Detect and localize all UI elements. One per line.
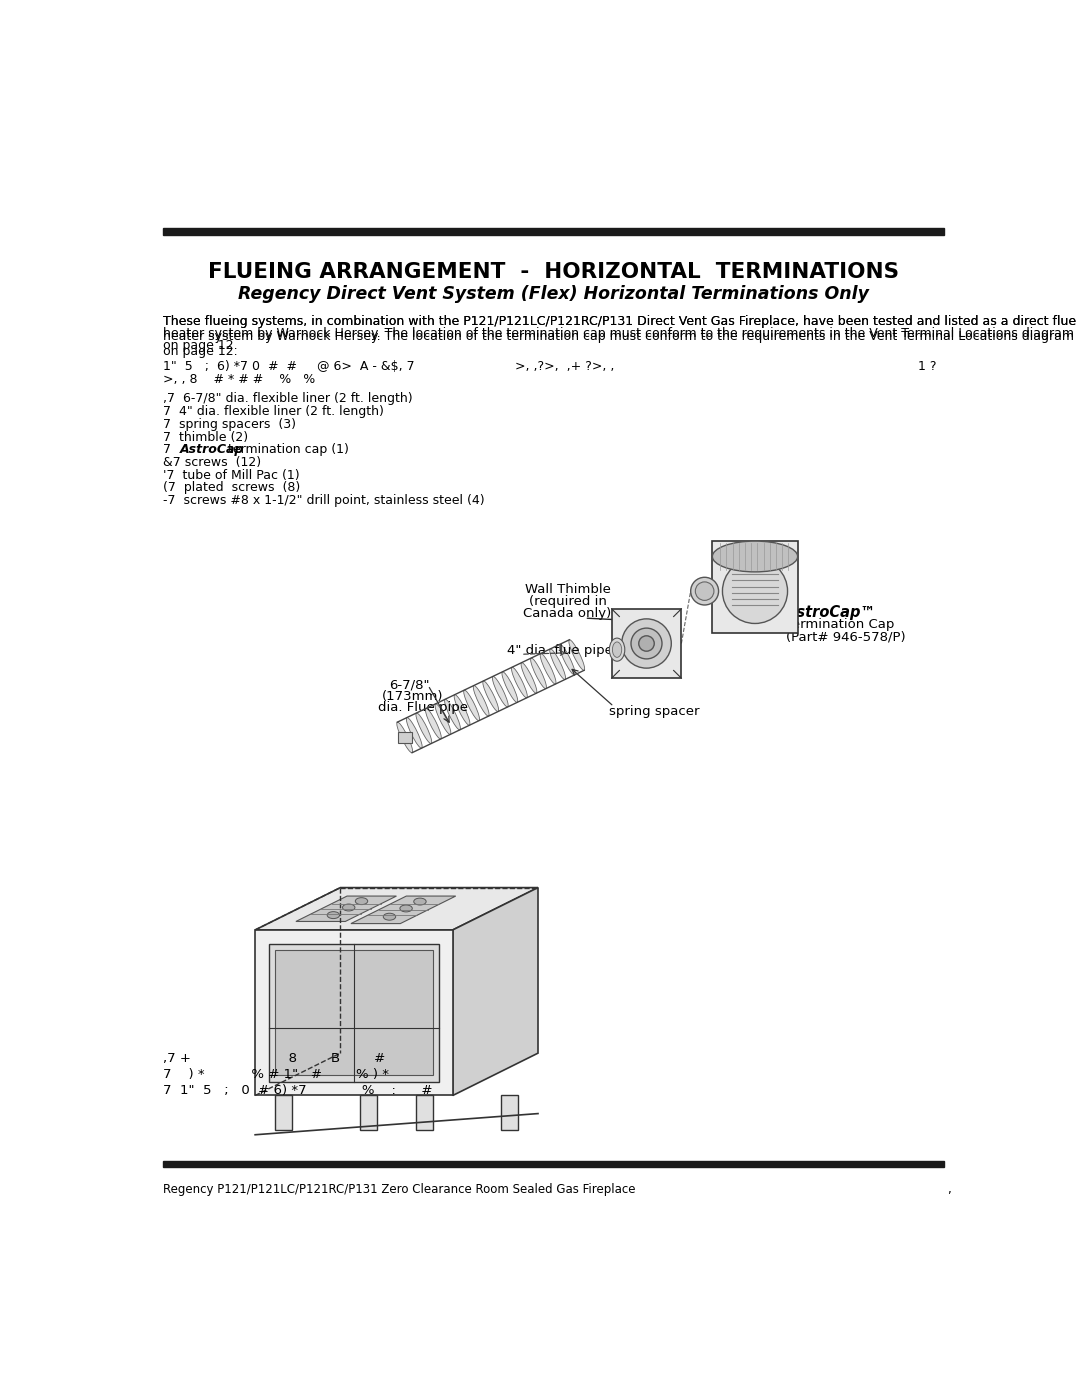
Text: 1"  5   ;  6) *7 0  #  #     @ 6>  A - &$, 7: 1" 5 ; 6) *7 0 # # @ 6> A - &$, 7 [163,360,415,373]
Ellipse shape [445,700,460,729]
Text: AstroCap: AstroCap [180,443,244,457]
Ellipse shape [540,654,556,685]
Text: 7  4" dia. flexible liner (2 ft. length): 7 4" dia. flexible liner (2 ft. length) [163,405,383,418]
Bar [713,541,798,633]
Ellipse shape [406,718,422,749]
Ellipse shape [416,712,432,743]
Bar [611,609,681,678]
Text: 7: 7 [163,443,179,457]
Text: (173mm): (173mm) [381,690,443,703]
Polygon shape [255,930,453,1095]
Text: spring spacer: spring spacer [609,705,700,718]
Bar [163,1161,944,1166]
Circle shape [622,619,672,668]
Text: termination cap (1): termination cap (1) [225,443,349,457]
Text: ,7  6-7/8" dia. flexible liner (2 ft. length): ,7 6-7/8" dia. flexible liner (2 ft. len… [163,393,413,405]
Ellipse shape [530,658,546,689]
Text: (required in: (required in [528,595,606,608]
Bar [416,1095,433,1130]
Ellipse shape [400,905,413,912]
Ellipse shape [713,541,798,571]
Text: 1 ?: 1 ? [918,360,936,373]
Text: 7  thimble (2): 7 thimble (2) [163,430,248,444]
Text: These flueing systems, in combination with the P121/P121LC/P121RC/P131 Direct Ve: These flueing systems, in combination wi… [163,316,1076,328]
Text: '7  tube of Mill Pac (1): '7 tube of Mill Pac (1) [163,469,299,482]
Text: .: . [451,701,456,714]
Ellipse shape [502,672,517,703]
Ellipse shape [342,904,355,911]
Text: heater system by Warnock Hersey. The location of the termination cap must confor: heater system by Warnock Hersey. The loc… [163,327,1074,339]
Text: ,: , [947,1182,951,1196]
Ellipse shape [355,898,367,905]
Polygon shape [296,895,396,922]
Polygon shape [351,895,456,923]
Circle shape [723,559,787,623]
Bar [274,1095,292,1130]
Ellipse shape [396,722,413,753]
Bar [501,1095,517,1130]
Text: 7  1"  5   ;   0  # 6) *7             %    :      #: 7 1" 5 ; 0 # 6) *7 % : # [163,1084,432,1097]
Text: (7  plated  screws  (8): (7 plated screws (8) [163,482,300,495]
Polygon shape [255,887,538,930]
Ellipse shape [550,648,566,679]
Text: ,7 +                       8        B        #: ,7 + 8 B # [163,1052,386,1065]
Ellipse shape [473,686,489,717]
Text: These flueing systems, in combination with the P121/P121LC/P121RC/P131 Direct Ve: These flueing systems, in combination wi… [163,316,1076,359]
Ellipse shape [414,898,427,905]
Text: Wall Thimble: Wall Thimble [525,584,610,597]
Ellipse shape [463,690,480,721]
Ellipse shape [609,638,625,661]
Ellipse shape [383,914,395,921]
Ellipse shape [569,640,584,671]
Ellipse shape [492,676,509,707]
Text: 7  spring spacers  (3): 7 spring spacers (3) [163,418,296,430]
Circle shape [631,629,662,659]
Text: AstroCap™: AstroCap™ [786,605,876,620]
Ellipse shape [435,704,450,735]
Text: FLUEING ARRANGEMENT  -  HORIZONTAL  TERMINATIONS: FLUEING ARRANGEMENT - HORIZONTAL TERMINA… [208,261,899,282]
Polygon shape [269,944,438,1081]
Ellipse shape [327,912,339,919]
Ellipse shape [512,668,527,698]
Ellipse shape [426,708,442,739]
Polygon shape [453,887,538,1095]
Text: -7  screws #8 x 1-1/2" drill point, stainless steel (4): -7 screws #8 x 1-1/2" drill point, stain… [163,495,485,507]
Text: 6-7/8": 6-7/8" [389,678,430,692]
Bar [397,732,411,743]
Circle shape [691,577,718,605]
Text: Regency P121/P121LC/P121RC/P131 Zero Clearance Room Sealed Gas Fireplace: Regency P121/P121LC/P121RC/P131 Zero Cle… [163,1182,635,1196]
Text: on page 12.: on page 12. [163,338,238,352]
Polygon shape [275,950,433,1076]
Text: Termination Cap: Termination Cap [786,617,894,631]
Circle shape [638,636,654,651]
Text: 7    ) *           % # 1"   #        % ) *: 7 ) * % # 1" # % ) * [163,1067,389,1081]
Text: (Part# 946-578/P): (Part# 946-578/P) [786,630,906,644]
Bar [360,1095,377,1130]
Text: Regency Direct Vent System (Flex) Horizontal Terminations Only: Regency Direct Vent System (Flex) Horizo… [238,285,869,303]
Ellipse shape [559,644,576,675]
Text: >, ,?>,  ,+ ?>, ,: >, ,?>, ,+ ?>, , [515,360,615,373]
Text: Canada only): Canada only) [524,606,611,619]
Text: &7 screws  (12): &7 screws (12) [163,455,261,469]
Ellipse shape [454,694,470,725]
Text: 4" dia. flue pipe: 4" dia. flue pipe [507,644,612,657]
Ellipse shape [521,662,537,693]
Bar [163,228,944,236]
Ellipse shape [612,643,622,658]
Text: dia. Flue pipe: dia. Flue pipe [378,701,468,714]
Text: >, , 8    # * # #    %   %: >, , 8 # * # # % % [163,373,315,386]
Ellipse shape [483,680,499,711]
Circle shape [696,583,714,601]
